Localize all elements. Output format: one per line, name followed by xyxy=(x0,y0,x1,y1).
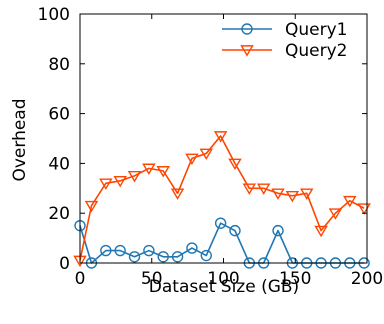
x-tick-label: 0 xyxy=(75,269,86,289)
legend-label-query1: Query1 xyxy=(285,20,347,40)
data-point-query2 xyxy=(156,166,170,178)
series-line-query2 xyxy=(79,135,365,261)
data-point-query2 xyxy=(285,190,300,203)
data-point-query2 xyxy=(314,225,328,238)
legend-label-query2: Query2 xyxy=(285,41,347,61)
y-tick-label: 80 xyxy=(48,55,70,75)
data-point-query1 xyxy=(200,249,212,262)
y-tick-label: 100 xyxy=(38,5,70,25)
y-tick-label: 20 xyxy=(48,204,70,224)
data-point-query2 xyxy=(127,171,142,183)
data-point-query2 xyxy=(343,195,357,208)
data-point-query1 xyxy=(100,244,112,257)
legend-marker-query1 xyxy=(241,23,253,35)
x-tick-label: 200 xyxy=(351,269,383,289)
data-point-query1 xyxy=(229,224,241,237)
data-point-query1 xyxy=(114,244,126,257)
y-tick-label: 60 xyxy=(48,105,70,125)
y-axis-label: Overhead xyxy=(10,98,30,181)
data-point-query2 xyxy=(170,188,185,200)
data-point-query1 xyxy=(128,251,141,263)
data-point-query2 xyxy=(213,131,228,143)
data-point-query2 xyxy=(271,188,285,200)
data-point-query2 xyxy=(84,200,99,213)
data-point-query2 xyxy=(256,183,271,195)
data-point-query1 xyxy=(143,244,155,257)
data-point-query2 xyxy=(242,183,257,195)
x-tick-label: 50 xyxy=(141,269,163,289)
data-point-query2 xyxy=(113,176,127,188)
data-point-query2 xyxy=(99,178,113,190)
data-point-query2 xyxy=(228,158,242,171)
x-axis-label: Dataset Size (GB) xyxy=(149,277,299,297)
y-tick-label: 0 xyxy=(59,254,70,274)
plot-area xyxy=(73,131,371,269)
data-point-query2 xyxy=(142,163,156,175)
data-point-query1 xyxy=(186,242,198,254)
y-tick-label: 40 xyxy=(48,154,70,174)
data-point-query2 xyxy=(199,148,214,161)
data-point-query1 xyxy=(157,251,169,263)
data-point-query2 xyxy=(300,188,314,200)
data-point-query1 xyxy=(214,217,227,229)
data-point-query2 xyxy=(185,153,199,166)
data-point-query1 xyxy=(171,251,184,263)
x-tick-label: 150 xyxy=(279,269,311,289)
data-point-query1 xyxy=(272,224,284,237)
axes: 0 20 40 60 80 100 0 50 100 150 200 xyxy=(38,5,384,289)
x-tick-label: 100 xyxy=(207,269,239,289)
legend-marker-query2 xyxy=(240,45,254,57)
data-point-query2 xyxy=(328,208,343,220)
